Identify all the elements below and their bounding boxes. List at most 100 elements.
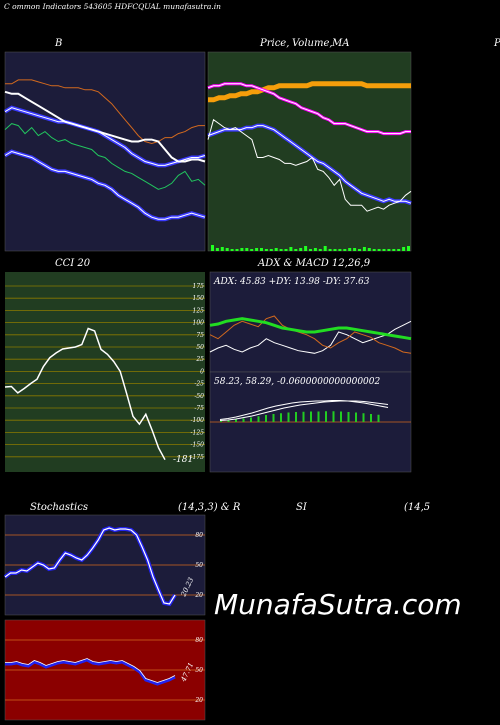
volume-bar (274, 248, 278, 251)
price-line (207, 118, 412, 212)
macd-histogram-bar (347, 412, 350, 422)
macd-readout: 58.23, 58.29, -0.0600000000000002 (214, 377, 380, 387)
rsi-signal-line (5, 658, 176, 683)
macd-histogram-bar (242, 418, 245, 422)
adx-line (209, 317, 412, 341)
bollinger-title: B (55, 38, 63, 49)
macd-histogram-bar (325, 411, 327, 422)
cci-tick-label: -125 (191, 429, 205, 436)
macd-histogram-bar (370, 414, 372, 422)
cci-line (4, 327, 166, 461)
macd-histogram-bar (340, 411, 342, 422)
volume-bar (269, 249, 273, 251)
volume-bar (309, 249, 312, 251)
macd-histogram-bar (295, 412, 297, 422)
cci-tick-label: -75 (194, 405, 204, 412)
volume-bar (367, 248, 371, 251)
volume-bar (235, 249, 239, 251)
stochastics-tick-label: 20 (194, 592, 203, 599)
volume-bar (328, 249, 332, 251)
stochastics-title: Stochastics (30, 502, 88, 513)
volume-bar (279, 249, 283, 251)
chart-header-title: C ommon Indicators 543605 HDFCQUAL munaf… (4, 2, 221, 11)
volume-bar (377, 249, 381, 251)
volume-bar (362, 247, 366, 251)
volume-bar (250, 249, 254, 251)
price-ma-panel (207, 51, 412, 252)
volume-bar (348, 248, 352, 251)
volume-bar (323, 246, 327, 251)
bb-price-line (4, 90, 206, 163)
volume-bar (299, 248, 303, 251)
ma-blue-core (207, 125, 412, 204)
volume-bar (211, 245, 214, 251)
cci-tick-label: 75 (196, 332, 204, 339)
rsi-tick-label: 50 (195, 667, 203, 674)
volume-bar (407, 246, 410, 251)
cci-tick-label: 175 (193, 283, 205, 290)
cci-tick-label: 125 (193, 307, 205, 314)
volume-bar (372, 249, 376, 251)
stochastics-tick-label: 80 (195, 532, 203, 539)
volume-bar (215, 248, 219, 251)
volume-bar (358, 249, 361, 251)
macd-histogram-bar (257, 416, 260, 422)
watermark: MunafaSutra.com (214, 588, 462, 621)
cci-tick-label: -100 (191, 417, 205, 424)
volume-bar (387, 249, 391, 251)
bb-upper-line (4, 123, 206, 190)
adx-minus-dy-line (209, 320, 412, 354)
cci-tick-label: 50 (196, 344, 204, 351)
volume-bar (255, 248, 259, 251)
stochastics-params: (14,3,3) & R (178, 502, 241, 513)
ma-orange-band (208, 81, 411, 103)
macd-histogram-bar (317, 411, 320, 422)
macd-histogram-bar (310, 411, 312, 422)
volume-bar (333, 249, 337, 251)
macd-histogram-bar (250, 417, 252, 422)
macd-histogram-bar (280, 413, 282, 422)
volume-bar (402, 247, 406, 251)
volume-bar (382, 249, 386, 251)
volume-bar (264, 249, 268, 251)
volume-bar (343, 249, 347, 251)
cci-tick-label: -175 (191, 454, 205, 461)
volume-bar (289, 247, 293, 251)
volume-bar (225, 248, 229, 251)
cci-tick-label: -25 (194, 381, 204, 388)
volume-bar (397, 249, 401, 251)
macd-line (219, 400, 389, 420)
ma-title: MA (332, 38, 350, 49)
macd-histogram-bar (377, 414, 380, 422)
macd-histogram-bar (332, 411, 335, 422)
rsi-tick-label: 20 (194, 697, 203, 704)
bollinger-panel (3, 51, 206, 252)
macd-histogram-bar (287, 412, 290, 422)
volume-bar (318, 249, 322, 251)
cci-tick-label: -50 (194, 393, 204, 400)
ma-magenta-core (207, 83, 411, 135)
macd-histogram-bar (220, 420, 222, 422)
cci-panel: 175 150 125 100 75 50 25 0 -25 -50 -75 -100 -125 -150… (4, 272, 205, 472)
rsi-line (5, 658, 176, 686)
right-edge-title: P (494, 38, 500, 49)
volume-bar (313, 248, 317, 251)
bb-lower-line (5, 79, 205, 145)
adx-readout: ADX: 45.83 +DY: 13.98 -DY: 37.63 (213, 277, 370, 287)
macd-histogram-bar (355, 412, 357, 422)
macd-histogram-bar (265, 415, 267, 422)
cci-tick-label: 100 (193, 320, 205, 327)
price-title: Price, (260, 38, 290, 49)
volume-bar (220, 247, 224, 251)
macd-histogram-bar (302, 411, 305, 422)
macd-histogram-bar (272, 414, 275, 422)
rsi-params: (14,5 (404, 502, 431, 513)
volume-bar (260, 248, 263, 251)
volume-title: Volume, (292, 38, 333, 49)
cci-last-label: -181 (173, 455, 193, 465)
volume-bar (338, 249, 342, 251)
volume-bar (392, 249, 396, 251)
macd-histogram-bar (227, 420, 230, 422)
